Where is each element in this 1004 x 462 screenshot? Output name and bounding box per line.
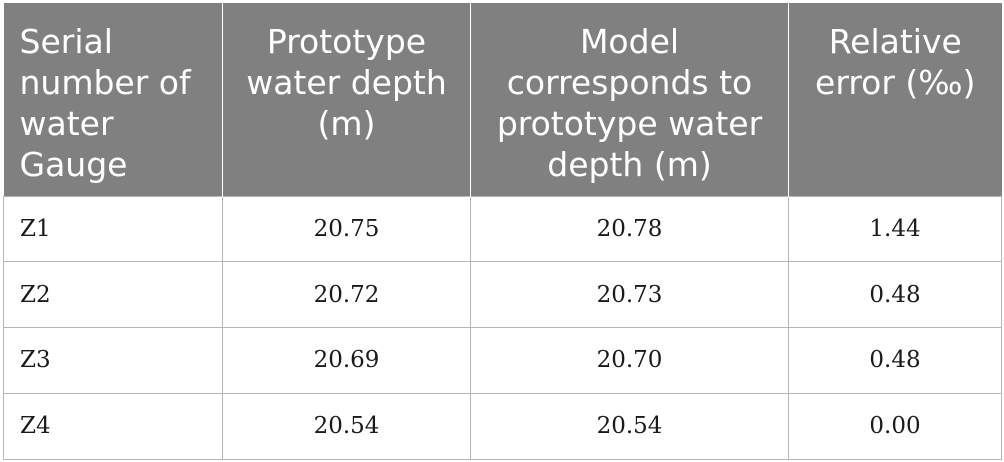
cell-relative-error: 0.00 xyxy=(788,392,1002,460)
cell-relative-error: 0.48 xyxy=(788,327,1002,394)
cell-gauge: Z3 xyxy=(3,327,223,394)
data-table: Serial number of water Gauge Prototype w… xyxy=(3,3,1002,460)
table-body: Z1 20.75 20.78 1.44 Z2 20.72 20.73 0.48 … xyxy=(3,195,1002,460)
cell-prototype-depth: 20.75 xyxy=(222,195,471,263)
cell-relative-error: 1.44 xyxy=(788,195,1002,263)
cell-prototype-depth: 20.54 xyxy=(222,392,471,460)
cell-model-depth: 20.73 xyxy=(470,261,789,328)
table-row: Z1 20.75 20.78 1.44 xyxy=(3,195,1002,263)
cell-gauge: Z2 xyxy=(3,261,223,328)
cell-model-depth: 20.70 xyxy=(470,327,789,394)
cell-relative-error: 0.48 xyxy=(788,261,1002,328)
header-row: Serial number of water Gauge Prototype w… xyxy=(3,3,1002,196)
column-header-prototype-depth: Prototype water depth (m) xyxy=(222,3,471,196)
table-row: Z4 20.54 20.54 0.00 xyxy=(3,392,1002,460)
cell-model-depth: 20.78 xyxy=(470,195,789,263)
table-header: Serial number of water Gauge Prototype w… xyxy=(3,3,1002,196)
cell-prototype-depth: 20.72 xyxy=(222,261,471,328)
column-header-model-depth: Model corresponds to prototype water dep… xyxy=(470,3,789,196)
cell-gauge: Z1 xyxy=(3,195,223,263)
table-row: Z3 20.69 20.70 0.48 xyxy=(3,327,1002,394)
cell-prototype-depth: 20.69 xyxy=(222,327,471,394)
table-row: Z2 20.72 20.73 0.48 xyxy=(3,261,1002,328)
cell-model-depth: 20.54 xyxy=(470,392,789,460)
cell-gauge: Z4 xyxy=(3,392,223,460)
column-header-serial-number: Serial number of water Gauge xyxy=(3,3,223,196)
column-header-relative-error: Relative error (‰) xyxy=(788,3,1002,196)
